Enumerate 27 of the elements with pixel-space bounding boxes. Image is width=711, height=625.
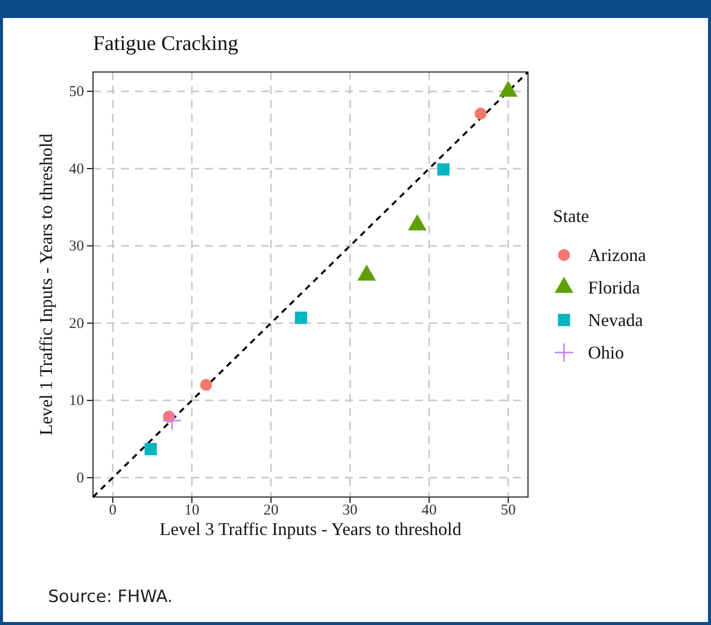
y-tick-label: 30: [69, 238, 84, 255]
y-tick-label: 40: [69, 161, 84, 178]
point: [162, 410, 182, 430]
y-tick-label: 50: [69, 84, 84, 100]
x-tick-label: 10: [184, 502, 200, 519]
x-tick-label: 0: [109, 502, 117, 519]
legend-title: State: [553, 206, 589, 226]
x-tick-label: 30: [342, 502, 358, 519]
point: [437, 163, 450, 176]
point: [200, 379, 212, 391]
y-tick-label: 10: [69, 393, 84, 410]
x-axis-title: Level 3 Traffic Inputs - Years to threshold: [160, 519, 462, 539]
point: [294, 312, 308, 324]
x-tick-label: 40: [422, 502, 437, 519]
legend-label: Ohio: [588, 342, 624, 362]
point: [474, 108, 486, 120]
y-tick-label: 0: [76, 470, 84, 486]
point: [144, 442, 157, 456]
legend-label: Florida: [588, 278, 640, 298]
x-tick-label: 20: [263, 502, 278, 519]
legend-label: Nevada: [588, 310, 643, 330]
y-tick-label: 20: [69, 316, 84, 332]
legend-label: Arizona: [588, 245, 646, 265]
source-note: Source: FHWA.: [48, 587, 173, 607]
chart-title: Fatigue Cracking: [93, 31, 239, 55]
x-tick-label: 50: [500, 502, 516, 519]
y-axis-title: Level 1 Traffic Inputs - Years to threshold: [36, 134, 56, 436]
